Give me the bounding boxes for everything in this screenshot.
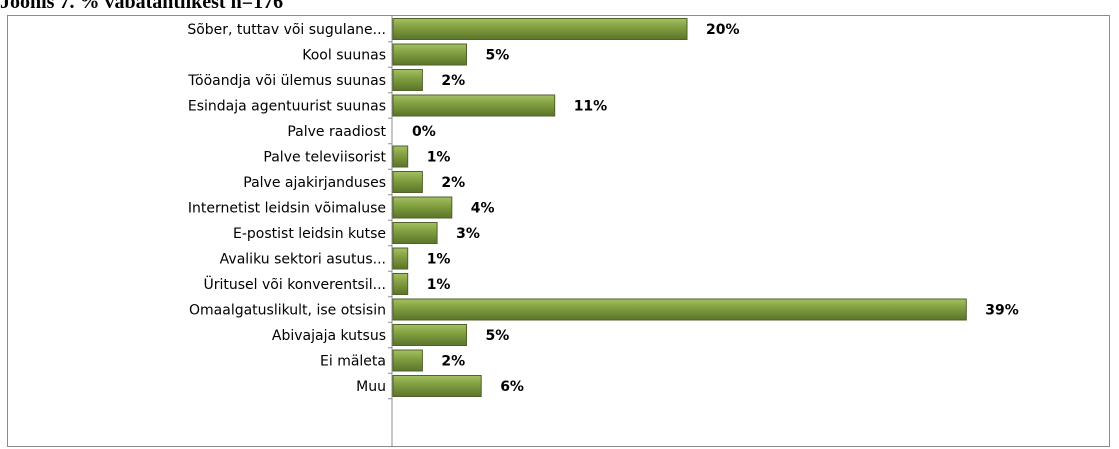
value-label: 3% xyxy=(456,226,480,242)
chart-frame xyxy=(7,15,1110,447)
category-label: Avaliku sektori asutus... xyxy=(220,252,386,268)
bar xyxy=(392,69,423,91)
bar xyxy=(392,94,556,117)
value-label: 0% xyxy=(412,124,436,140)
bar xyxy=(392,247,409,270)
bar xyxy=(392,43,467,66)
bar xyxy=(392,18,688,40)
value-label: 2% xyxy=(441,73,465,89)
category-label: Esindaja agentuurist suunas xyxy=(188,99,386,115)
value-label: 39% xyxy=(985,303,1019,319)
value-label: 1% xyxy=(427,277,451,293)
category-label: E-postist leidsin kutse xyxy=(233,226,386,242)
figure-caption: Joonis 7. % vabatahtlikest n=176 xyxy=(0,0,284,13)
bar xyxy=(392,222,438,244)
bar xyxy=(392,273,409,295)
category-label: Palve televiisorist xyxy=(263,150,386,166)
bar xyxy=(392,171,423,193)
category-label: Palve ajakirjanduses xyxy=(243,175,386,191)
value-label: 20% xyxy=(706,22,740,38)
value-label: 4% xyxy=(471,201,495,217)
bar xyxy=(392,349,423,372)
bar xyxy=(392,196,453,219)
value-label: 2% xyxy=(441,354,465,370)
value-label: 5% xyxy=(486,328,510,344)
category-label: Omaalgatuslikult, ise otsisin xyxy=(189,303,386,319)
value-label: 11% xyxy=(574,99,608,115)
value-label: 5% xyxy=(486,48,510,64)
category-label: Muu xyxy=(356,379,386,395)
bar xyxy=(392,145,409,168)
category-label: Ei mäleta xyxy=(320,354,386,370)
category-label: Kool suunas xyxy=(302,48,386,64)
value-label: 1% xyxy=(427,150,451,166)
category-label: Abivajaja kutsus xyxy=(272,328,386,344)
value-label: 2% xyxy=(441,175,465,191)
bar xyxy=(392,324,467,346)
bar xyxy=(392,375,482,397)
category-label: Üritusel või konverentsil... xyxy=(204,275,387,293)
category-label: Palve raadiost xyxy=(287,124,386,140)
value-label: 6% xyxy=(500,379,524,395)
category-label: Tööandja või ülemus suunas xyxy=(187,73,386,89)
value-label: 1% xyxy=(427,252,451,268)
category-label: Internetist leidsin võimaluse xyxy=(188,201,386,217)
category-label: Sõber, tuttav või sugulane... xyxy=(187,22,386,38)
bar xyxy=(392,298,967,321)
